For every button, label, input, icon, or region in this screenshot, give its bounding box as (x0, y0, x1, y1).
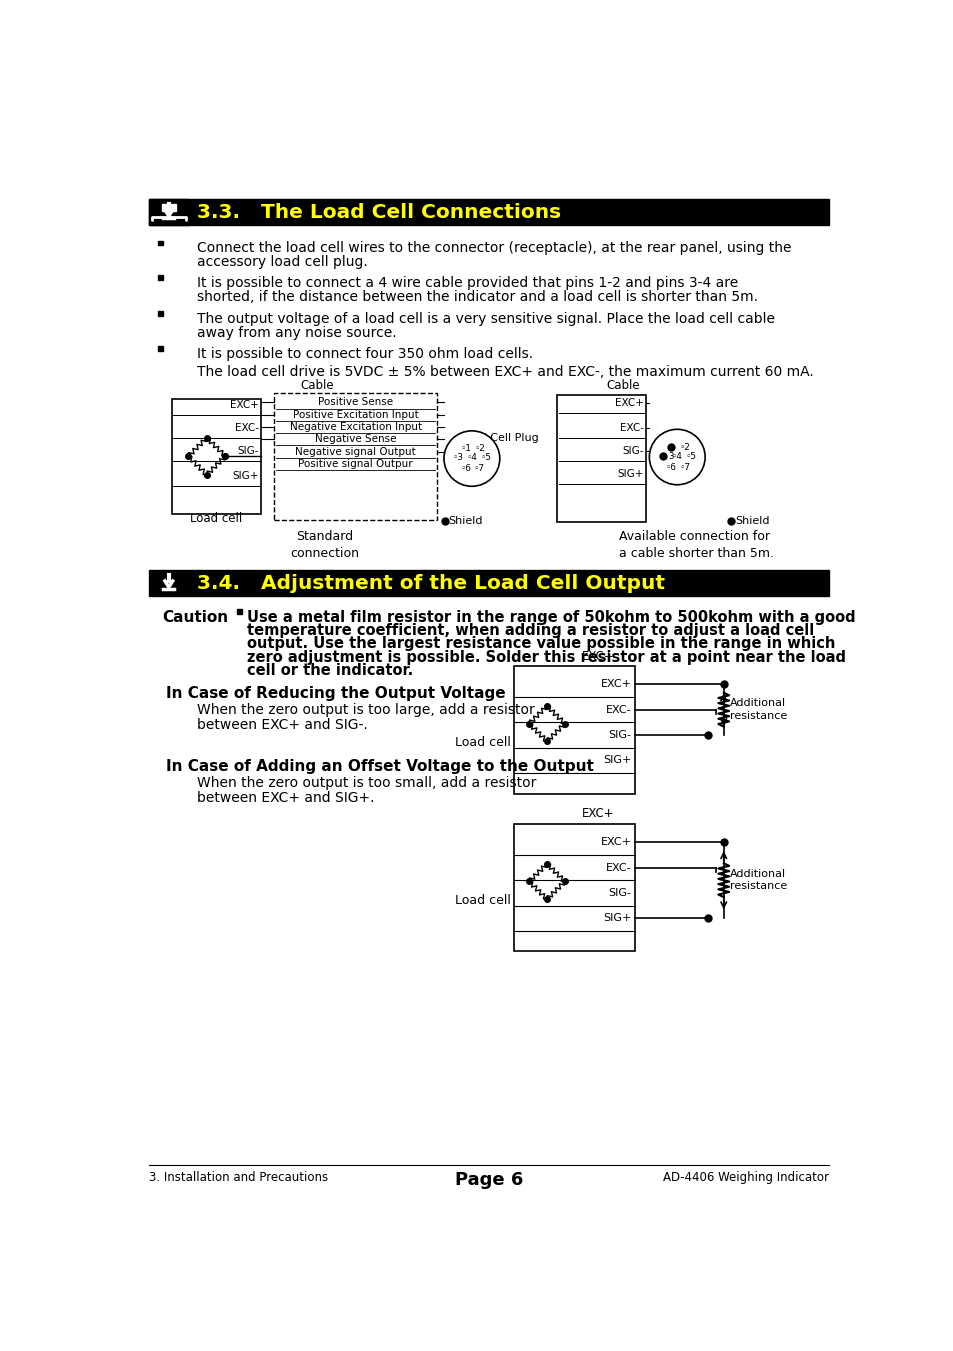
Text: Positive signal Outpur: Positive signal Outpur (298, 459, 413, 469)
Text: Additional
resistance: Additional resistance (729, 869, 786, 892)
Bar (557, 396, 645, 523)
Text: 3.3.   The Load Cell Connections: 3.3. The Load Cell Connections (196, 203, 560, 222)
Text: EXC-: EXC- (234, 423, 258, 432)
Text: ◦7: ◦7 (679, 462, 690, 471)
Text: output. Use the largest resistance value possible in the range in which: output. Use the largest resistance value… (247, 636, 835, 651)
Text: It is possible to connect a 4 wire cable provided that pins 1-2 and pins 3-4 are: It is possible to connect a 4 wire cable… (196, 276, 738, 290)
Text: In Case of Reducing the Output Voltage: In Case of Reducing the Output Voltage (166, 686, 505, 701)
Text: ◦1: ◦1 (459, 444, 471, 453)
Text: Additional
resistance: Additional resistance (729, 698, 786, 721)
Text: Positive Excitation Input: Positive Excitation Input (293, 409, 418, 420)
Text: EXC-: EXC- (605, 705, 631, 715)
Text: between EXC+ and SIG-.: between EXC+ and SIG-. (196, 719, 367, 732)
Text: Standard
connection: Standard connection (290, 530, 358, 561)
Text: temperature coefficient, when adding a resistor to adjust a load cell: temperature coefficient, when adding a r… (247, 623, 814, 639)
Text: ◦2: ◦2 (679, 443, 690, 451)
Text: Negative Sense: Negative Sense (314, 434, 395, 444)
Text: SIG+: SIG+ (617, 469, 643, 480)
Text: The load cell drive is 5VDC ± 5% between EXC+ and EXC-, the maximum current 60 m: The load cell drive is 5VDC ± 5% between… (196, 365, 813, 378)
Bar (158, 346, 162, 351)
Text: When the zero output is too large, add a resistor: When the zero output is too large, add a… (196, 703, 534, 716)
Text: The output voltage of a load cell is a very sensitive signal. Place the load cel: The output voltage of a load cell is a v… (196, 312, 774, 327)
Text: AD-4406 Weighing Indicator: AD-4406 Weighing Indicator (662, 1171, 828, 1183)
Text: SIG-: SIG- (608, 730, 631, 740)
Text: Connect the load cell wires to the connector (receptacle), at the rear panel, us: Connect the load cell wires to the conne… (196, 242, 790, 255)
Bar (149, 199, 189, 226)
Text: Load cell: Load cell (455, 736, 510, 750)
Bar (149, 570, 828, 596)
Text: zero adjustment is possible. Solder this resistor at a point near the load: zero adjustment is possible. Solder this… (247, 650, 845, 665)
Text: ◦4: ◦4 (671, 451, 682, 461)
Text: Negative Excitation Input: Negative Excitation Input (290, 422, 421, 432)
Text: EXC+: EXC+ (615, 399, 643, 408)
Text: 3. Installation and Precautions: 3. Installation and Precautions (149, 1171, 328, 1183)
Bar (149, 199, 828, 226)
Text: Available connection for
a cable shorter than 5m.: Available connection for a cable shorter… (618, 530, 773, 561)
Text: EXC+: EXC+ (599, 680, 631, 689)
Text: ◦7: ◦7 (474, 465, 485, 473)
Text: ◦5: ◦5 (685, 451, 696, 461)
Bar (236, 609, 241, 615)
Bar (172, 399, 261, 513)
Text: SIG+: SIG+ (233, 470, 258, 481)
Text: SIG+: SIG+ (602, 913, 631, 923)
Text: EXC-: EXC- (619, 423, 643, 432)
Text: ◦6: ◦6 (665, 462, 676, 471)
Text: SIG-: SIG- (621, 446, 643, 455)
Text: accessory load cell plug.: accessory load cell plug. (196, 255, 367, 269)
Bar (158, 240, 162, 246)
Text: EXC+: EXC+ (599, 838, 631, 847)
Bar (514, 824, 634, 951)
Text: Positive Sense: Positive Sense (317, 397, 393, 408)
Text: SIG-: SIG- (237, 446, 258, 455)
Text: 3.4.   Adjustment of the Load Cell Output: 3.4. Adjustment of the Load Cell Output (196, 574, 664, 593)
Text: Use a metal film resistor in the range of 50kohm to 500kohm with a good: Use a metal film resistor in the range o… (247, 611, 855, 626)
Text: cell or the indicator.: cell or the indicator. (247, 662, 413, 678)
Text: Load Cell Plug: Load Cell Plug (459, 432, 537, 443)
Bar (162, 204, 175, 211)
Text: Cable: Cable (300, 380, 334, 392)
Text: EXC+: EXC+ (581, 808, 615, 820)
Text: 3: 3 (668, 451, 673, 461)
Text: EXC-: EXC- (605, 862, 631, 873)
Text: ◦5: ◦5 (479, 454, 491, 462)
Text: away from any noise source.: away from any noise source. (196, 326, 395, 340)
Text: ◦6: ◦6 (459, 465, 471, 473)
Text: Shield: Shield (448, 516, 482, 526)
Text: EXC+: EXC+ (581, 650, 615, 662)
Text: between EXC+ and SIG+.: between EXC+ and SIG+. (196, 792, 374, 805)
Bar (274, 393, 436, 520)
Bar (514, 666, 634, 793)
Text: Shield: Shield (735, 516, 769, 526)
Text: It is possible to connect four 350 ohm load cells.: It is possible to connect four 350 ohm l… (196, 347, 533, 361)
Text: SIG+: SIG+ (602, 755, 631, 766)
Text: Cable: Cable (605, 380, 639, 392)
Text: ◦3: ◦3 (452, 454, 463, 462)
Text: Page 6: Page 6 (455, 1171, 522, 1189)
Text: Negative signal Output: Negative signal Output (294, 447, 416, 457)
Circle shape (649, 430, 704, 485)
Bar (158, 312, 162, 316)
Text: ◦2: ◦2 (474, 444, 484, 453)
Text: When the zero output is too small, add a resistor: When the zero output is too small, add a… (196, 775, 536, 790)
Text: In Case of Adding an Offset Voltage to the Output: In Case of Adding an Offset Voltage to t… (166, 759, 593, 774)
Text: shorted, if the distance between the indicator and a load cell is shorter than 5: shorted, if the distance between the ind… (196, 290, 757, 304)
Circle shape (443, 431, 499, 486)
Text: Load cell: Load cell (191, 512, 242, 524)
Text: ◦4: ◦4 (466, 454, 476, 462)
Bar (158, 276, 162, 280)
Text: Caution: Caution (162, 611, 228, 626)
Text: EXC+: EXC+ (230, 400, 258, 409)
Text: Load cell: Load cell (455, 894, 510, 907)
Text: SIG-: SIG- (608, 888, 631, 898)
